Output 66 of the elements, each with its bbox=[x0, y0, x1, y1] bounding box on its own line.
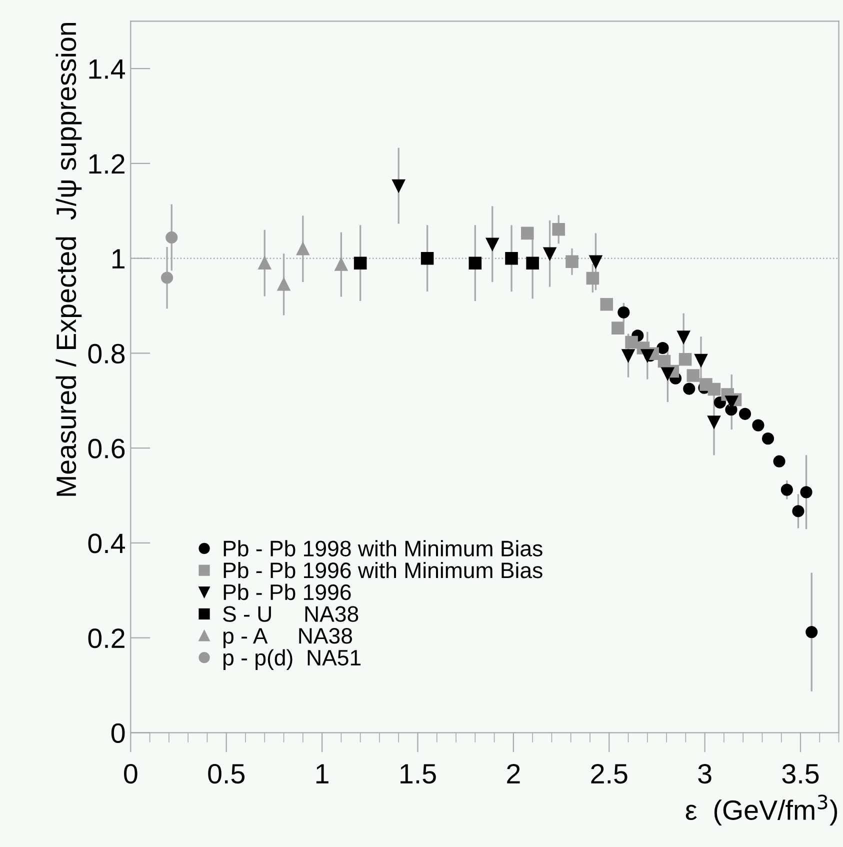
x-tick-label: 0 bbox=[124, 764, 138, 784]
point bbox=[618, 306, 630, 318]
point bbox=[806, 626, 818, 638]
point bbox=[612, 322, 624, 334]
point bbox=[486, 238, 499, 250]
point bbox=[277, 278, 290, 291]
point bbox=[738, 408, 752, 420]
point bbox=[296, 242, 310, 256]
point bbox=[160, 272, 174, 284]
point bbox=[625, 336, 638, 349]
x-tick-label: 1.5 bbox=[400, 764, 436, 784]
point bbox=[686, 369, 700, 382]
x-tick-label: 3 bbox=[698, 764, 712, 784]
point bbox=[708, 382, 721, 396]
point bbox=[468, 256, 482, 270]
point bbox=[552, 223, 565, 236]
x-tick-label: 2 bbox=[507, 764, 520, 784]
point bbox=[683, 382, 696, 395]
legend-label: S - U NA38 bbox=[223, 606, 358, 622]
point bbox=[505, 252, 518, 265]
legend-label: p - A NA38 bbox=[223, 628, 352, 648]
point bbox=[656, 342, 669, 354]
y-tick-label: 0.2 bbox=[88, 628, 124, 648]
point bbox=[694, 354, 708, 367]
point bbox=[762, 432, 774, 445]
y-tick-label: 0.8 bbox=[88, 344, 125, 364]
y-tick-label: 0 bbox=[111, 723, 125, 743]
y-axis-title: Measured / Expected J/ψ suppression bbox=[56, 22, 82, 496]
point bbox=[661, 367, 674, 380]
point bbox=[543, 247, 556, 260]
point bbox=[334, 258, 348, 271]
x-tick-label: 0.5 bbox=[208, 764, 244, 784]
point bbox=[354, 256, 367, 270]
x-tick-label: 1 bbox=[316, 764, 328, 784]
point bbox=[258, 256, 272, 270]
y-tick-label: 1 bbox=[112, 249, 124, 268]
y-tick-label: 1.2 bbox=[89, 154, 124, 174]
point bbox=[800, 486, 812, 498]
x-tick-label: 3.5 bbox=[782, 764, 819, 784]
legend-label: Pb - Pb 1998 with Minimum Bias bbox=[224, 540, 542, 556]
point bbox=[708, 416, 720, 428]
point bbox=[589, 255, 602, 268]
point bbox=[392, 179, 405, 192]
y-tick-label: 1.4 bbox=[89, 60, 125, 79]
point bbox=[780, 484, 793, 496]
point bbox=[166, 231, 178, 244]
x-tick-label: 2.5 bbox=[591, 764, 628, 784]
point bbox=[521, 226, 534, 240]
point bbox=[420, 252, 434, 265]
point bbox=[752, 419, 764, 432]
legend-label: Pb - Pb 1996 bbox=[224, 584, 351, 600]
point bbox=[641, 349, 654, 362]
legend-label: Pb - Pb 1996 with Minimum Bias bbox=[224, 562, 542, 578]
y-tick-label: 0.6 bbox=[88, 438, 125, 458]
point bbox=[622, 349, 635, 362]
point bbox=[566, 255, 578, 268]
point bbox=[526, 256, 539, 270]
x-axis-title: ε (GeV/fm$^{3}$) bbox=[686, 794, 838, 826]
point bbox=[586, 272, 600, 285]
point bbox=[792, 505, 804, 518]
y-tick-label: 0.4 bbox=[88, 534, 125, 554]
legend-label: p - p(d) NA51 bbox=[223, 649, 361, 670]
point bbox=[678, 352, 692, 366]
point bbox=[600, 298, 614, 311]
point bbox=[677, 330, 690, 344]
point bbox=[773, 455, 786, 468]
